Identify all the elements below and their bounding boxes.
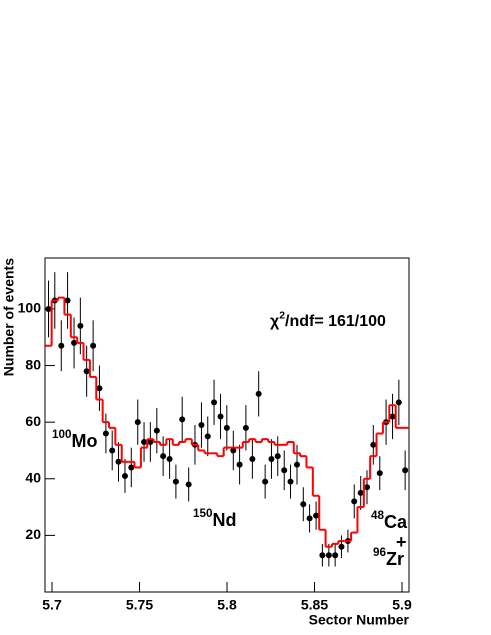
data-point [294, 461, 300, 468]
data-point [319, 552, 326, 559]
data-point [402, 467, 409, 474]
zr-label: 96Zr [373, 546, 404, 569]
data-point [134, 419, 141, 426]
annotation-sup: 100 [52, 428, 72, 441]
data-point [236, 461, 243, 468]
data-point [370, 441, 377, 448]
data-point [71, 339, 78, 346]
data-point [357, 489, 364, 496]
x-axis-label: Sector Number [309, 612, 410, 628]
annotation-text: /ndf= 161/100 [285, 313, 386, 330]
data-point [287, 478, 294, 485]
annotation-text: Ca [384, 512, 408, 532]
y-tick-label: 100 [18, 300, 42, 316]
data-point [211, 399, 218, 406]
data-point [300, 501, 307, 508]
y-tick-label: 40 [25, 469, 41, 485]
data-point [268, 455, 275, 462]
data-point [45, 305, 52, 312]
x-tick-label: 5.8 [217, 597, 237, 613]
data-point [109, 447, 116, 454]
data-point [83, 368, 90, 375]
y-axis-label: Number of events [1, 258, 17, 376]
data-point [364, 484, 370, 491]
data-point [198, 422, 205, 428]
data-point [255, 390, 262, 397]
data-point [332, 552, 339, 559]
data-point [274, 453, 281, 460]
data-point [102, 430, 109, 437]
data-point [115, 458, 122, 465]
data-point [217, 413, 224, 420]
nd-label: 150Nd [193, 507, 237, 530]
data-point [64, 297, 71, 304]
data-point [306, 515, 313, 522]
annotation-sup: 48 [371, 509, 385, 522]
annotation-sup: 2 [279, 310, 285, 321]
mo-label: 100Mo [52, 428, 98, 451]
data-point [223, 424, 230, 431]
data-point [242, 424, 249, 431]
data-point [325, 552, 332, 559]
data-point [376, 470, 383, 477]
data-point [351, 498, 358, 505]
data-point [128, 464, 135, 471]
data-point [58, 342, 65, 349]
data-point [249, 455, 256, 462]
data-point [166, 455, 173, 462]
data-point [160, 453, 167, 460]
annotation-text: Nd [213, 510, 237, 530]
data-point [121, 472, 128, 479]
data-point [77, 322, 84, 329]
data-point [281, 467, 288, 474]
ca-label: 48Ca [371, 509, 408, 532]
chi-square-label: χ2/ndf= 161/100 [270, 310, 386, 330]
data-point [147, 438, 154, 445]
y-tick-label: 80 [25, 356, 41, 372]
data-point [262, 478, 269, 485]
annotation-sup: 96 [373, 546, 387, 559]
data-point [204, 433, 211, 440]
x-tick-label: 5.7 [42, 597, 62, 613]
x-tick-label: 5.9 [392, 597, 412, 613]
data-point [96, 385, 103, 392]
y-tick-label: 60 [25, 413, 41, 429]
annotation-text: Zr [386, 549, 404, 569]
y-tick-label: 20 [25, 526, 41, 542]
annotation-sup: 150 [193, 507, 213, 520]
annotation-text: χ [270, 313, 280, 330]
data-point [338, 543, 345, 550]
data-point [395, 399, 402, 406]
x-tick-label: 5.85 [301, 597, 328, 613]
data-point [389, 413, 396, 420]
data-point [230, 447, 237, 454]
data-point [153, 427, 160, 434]
data-point [172, 478, 179, 485]
annotation-text: Mo [72, 431, 98, 451]
x-tick-label: 5.75 [126, 597, 153, 613]
data-point [90, 342, 97, 349]
data-point [313, 512, 320, 519]
plus-label: + [396, 532, 407, 552]
data-point [179, 416, 186, 423]
data-point [185, 481, 192, 488]
data-point [141, 438, 148, 445]
